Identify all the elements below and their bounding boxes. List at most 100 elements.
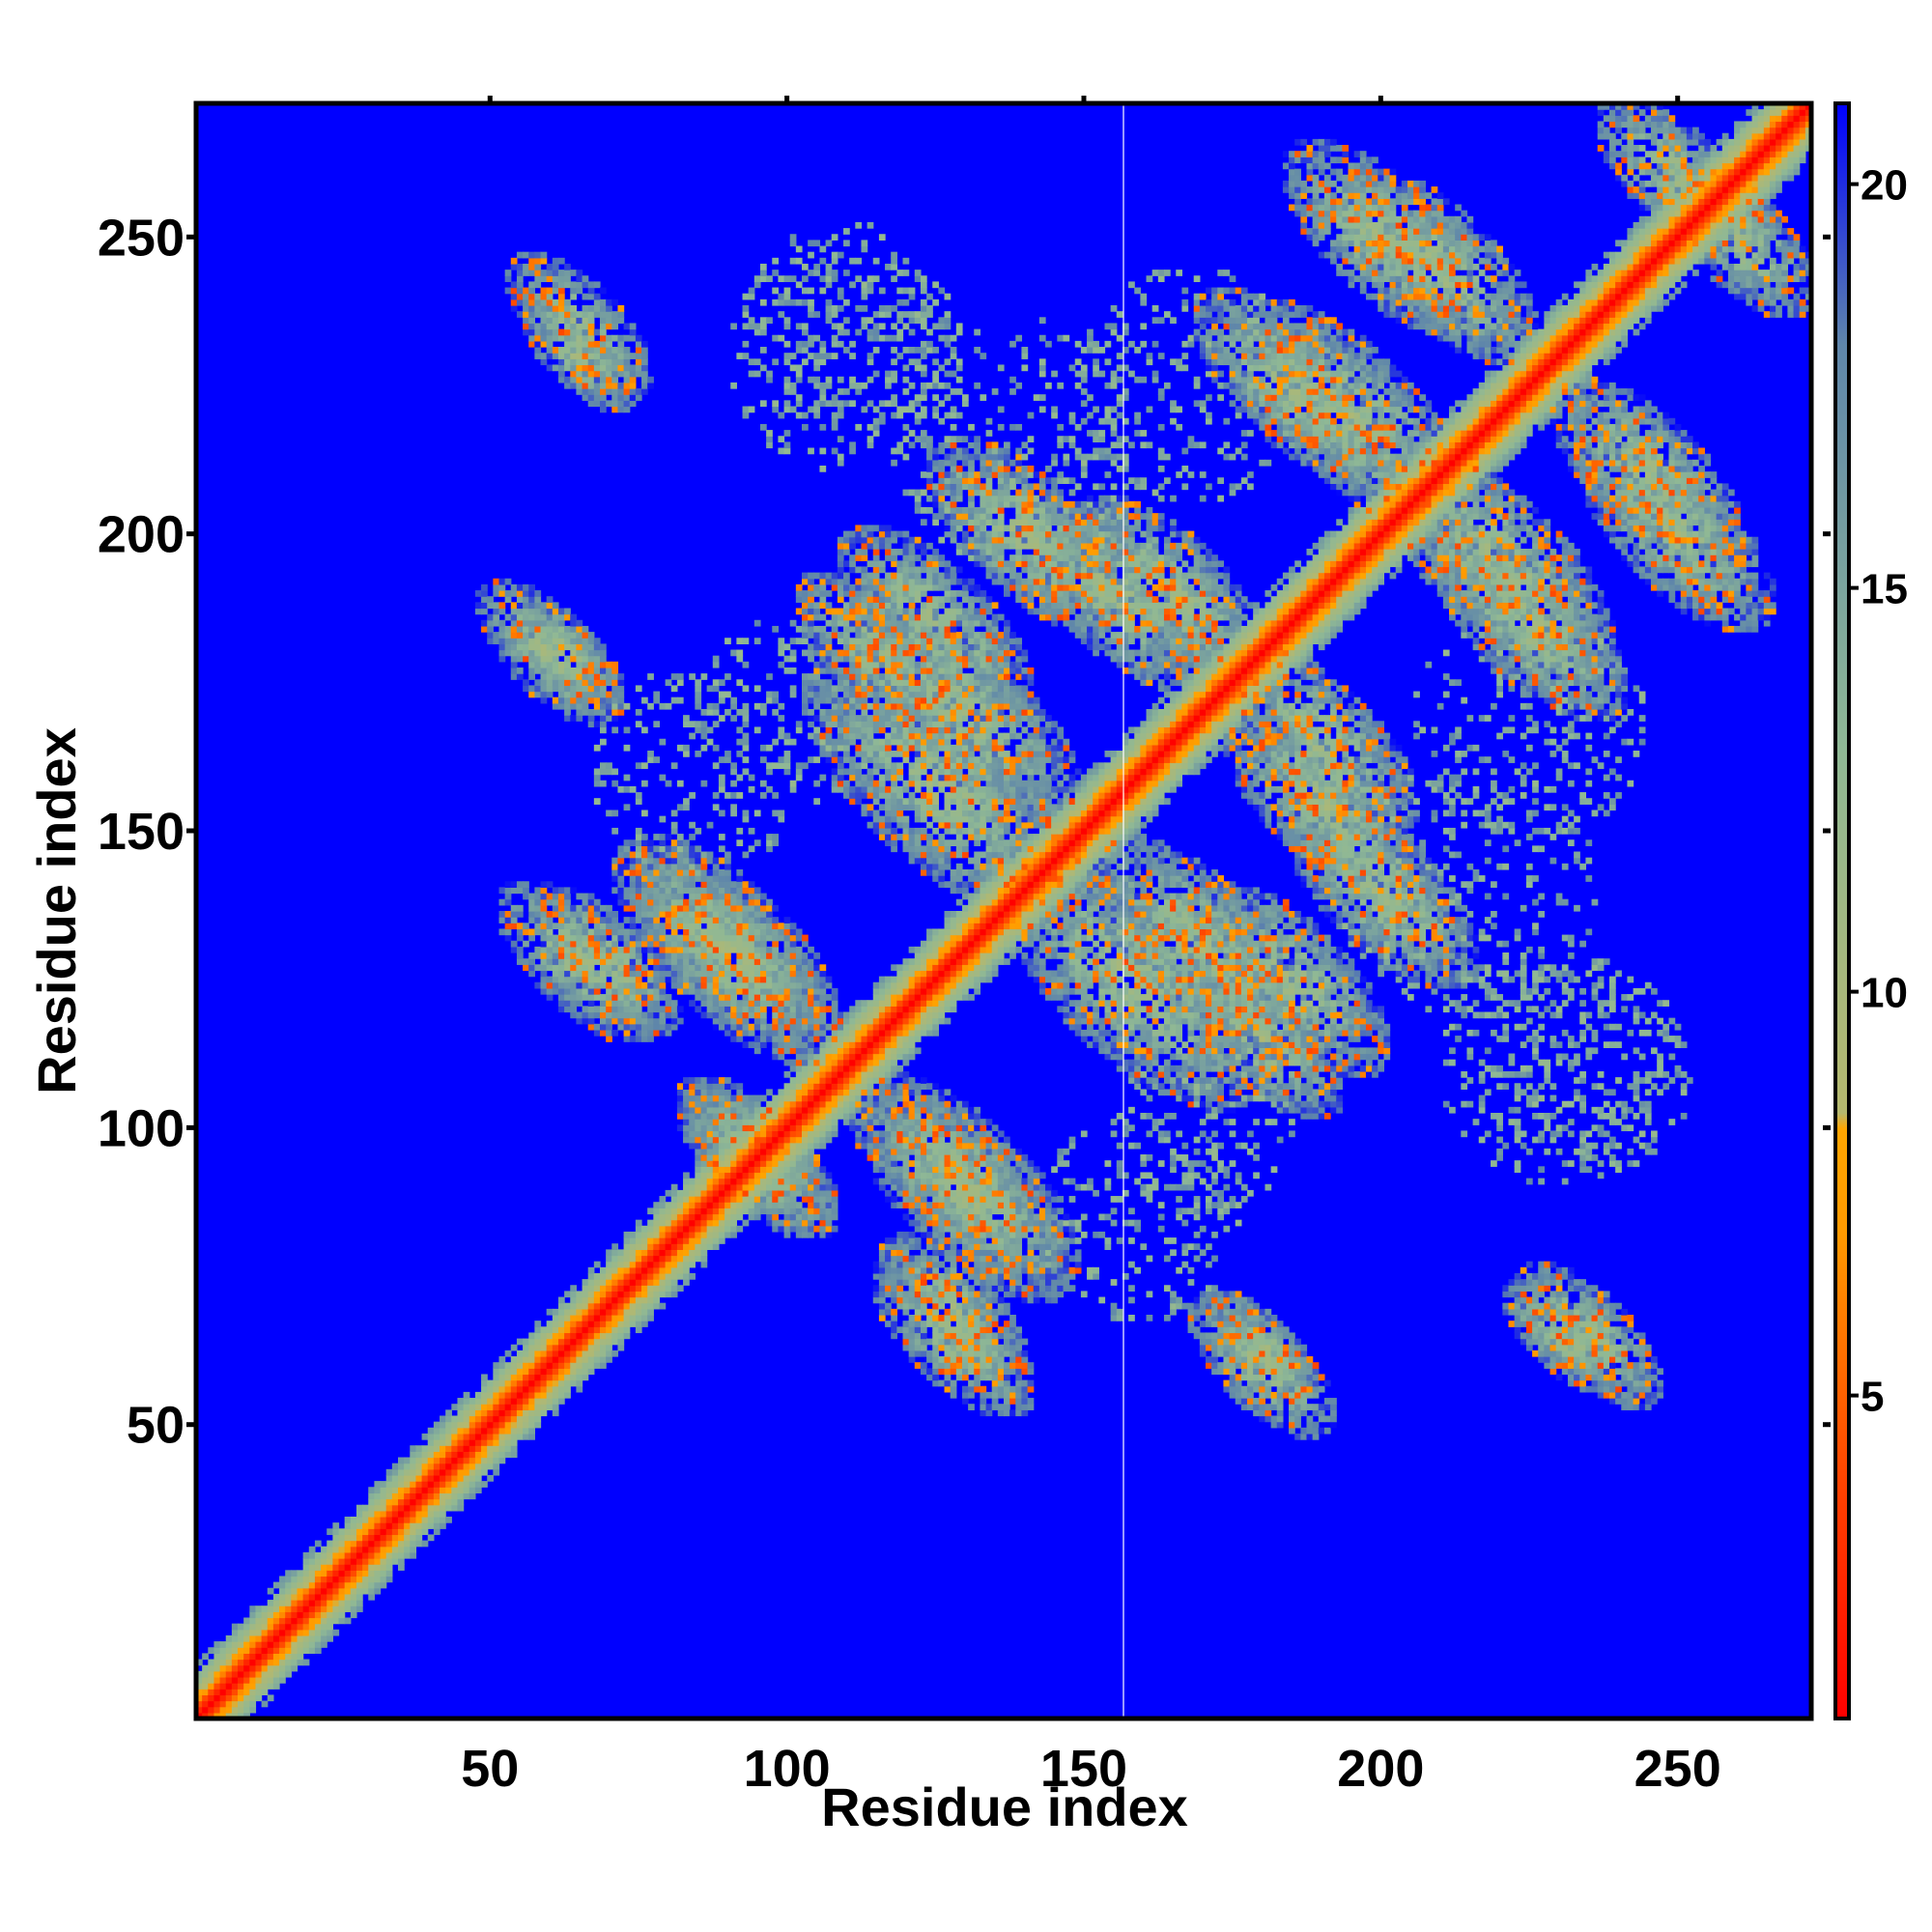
heatmap-cell xyxy=(743,964,750,971)
heatmap-cell xyxy=(517,643,524,650)
heatmap-cell xyxy=(368,1534,375,1541)
heatmap-cell xyxy=(517,299,524,306)
heatmap-cell xyxy=(298,1611,304,1618)
heatmap-cell xyxy=(778,335,784,342)
heatmap-cell xyxy=(553,1345,559,1351)
heatmap-cell xyxy=(826,240,833,246)
heatmap-cell xyxy=(843,240,850,246)
heatmap-cell xyxy=(843,584,850,591)
heatmap-cell xyxy=(671,869,678,876)
heatmap-cell xyxy=(832,1107,838,1114)
heatmap-cell xyxy=(617,1012,624,1019)
heatmap-cell xyxy=(582,692,589,698)
heatmap-cell xyxy=(772,1190,779,1197)
heatmap-cell xyxy=(617,1256,624,1263)
heatmap-cell xyxy=(808,1012,814,1019)
heatmap-cell xyxy=(588,1356,595,1363)
heatmap-cell xyxy=(611,768,618,775)
heatmap-cell xyxy=(790,299,797,306)
heatmap-cell xyxy=(445,1517,452,1523)
heatmap-cell xyxy=(659,1262,666,1268)
heatmap-cell xyxy=(707,685,714,692)
heatmap-cell xyxy=(499,650,506,657)
heatmap-cell xyxy=(499,643,506,650)
heatmap-cell xyxy=(564,347,571,354)
heatmap-cell xyxy=(760,745,767,752)
heatmap-cell xyxy=(415,1499,422,1506)
heatmap-cell xyxy=(647,958,654,965)
heatmap-cell xyxy=(517,1434,524,1440)
heatmap-cell xyxy=(641,1262,648,1268)
heatmap-cell xyxy=(517,1368,524,1375)
heatmap-cell xyxy=(505,288,512,295)
heatmap-cell xyxy=(636,1012,642,1019)
heatmap-cell xyxy=(808,1220,814,1227)
heatmap-cell xyxy=(736,1089,743,1095)
heatmap-cell xyxy=(808,679,814,686)
heatmap-cell xyxy=(861,549,867,555)
heatmap-cell xyxy=(410,1458,416,1464)
heatmap-cell xyxy=(653,911,660,918)
heatmap-cell xyxy=(689,1273,696,1280)
heatmap-cell xyxy=(541,650,548,657)
heatmap-cell xyxy=(600,947,607,953)
heatmap-cell xyxy=(517,294,524,300)
heatmap-cell xyxy=(838,566,844,573)
heatmap-cell xyxy=(576,952,582,959)
heatmap-cell xyxy=(415,1522,422,1529)
heatmap-cell xyxy=(528,288,535,295)
heatmap-cell xyxy=(309,1630,316,1636)
heatmap-cell xyxy=(641,858,648,865)
heatmap-cell xyxy=(659,1267,666,1274)
heatmap-cell xyxy=(517,1386,524,1393)
heatmap-cell xyxy=(553,977,559,983)
heatmap-cell xyxy=(736,1137,743,1144)
heatmap-cell xyxy=(796,1089,803,1095)
heatmap-cell xyxy=(523,928,529,935)
heatmap-cell xyxy=(743,685,750,692)
heatmap-cell xyxy=(594,1315,601,1321)
heatmap-cell xyxy=(724,756,731,763)
heatmap-cell xyxy=(611,715,618,722)
heatmap-cell xyxy=(541,911,548,918)
heatmap-cell xyxy=(760,928,767,935)
heatmap-cell xyxy=(749,917,755,923)
heatmap-cell xyxy=(528,1362,535,1369)
heatmap-cell xyxy=(558,887,565,894)
heatmap-cell xyxy=(790,692,797,698)
heatmap-cell xyxy=(534,947,541,953)
heatmap-cell xyxy=(855,602,862,609)
heatmap-cell xyxy=(784,1024,791,1031)
heatmap-cell xyxy=(392,1469,399,1476)
heatmap-cell xyxy=(730,1184,737,1191)
heatmap-cell xyxy=(528,311,535,318)
heatmap-cell xyxy=(778,703,784,710)
heatmap-cell xyxy=(849,1089,856,1095)
heatmap-cell xyxy=(826,1214,833,1221)
heatmap-cell xyxy=(262,1611,269,1618)
heatmap-cell xyxy=(351,1534,357,1541)
heatmap-cell xyxy=(855,620,862,627)
heatmap-cell xyxy=(695,1184,701,1191)
heatmap-cell xyxy=(772,1054,779,1061)
heatmap-cell xyxy=(713,928,720,935)
heatmap-cell xyxy=(832,1047,838,1054)
heatmap-cell xyxy=(867,786,874,793)
heatmap-cell xyxy=(736,1130,743,1137)
heatmap-cell xyxy=(611,1273,618,1280)
heatmap-cell xyxy=(760,1154,767,1161)
heatmap-cell xyxy=(611,1297,618,1304)
heatmap-cell xyxy=(707,1226,714,1233)
heatmap-cell xyxy=(778,928,784,935)
heatmap-cell xyxy=(778,299,784,306)
heatmap-cell xyxy=(291,1605,298,1612)
heatmap-cell xyxy=(671,894,678,900)
heatmap-cell xyxy=(641,726,648,733)
heatmap-cell xyxy=(641,1000,648,1007)
heatmap-cell xyxy=(819,964,826,971)
heatmap-cell xyxy=(606,1297,612,1304)
heatmap-cell xyxy=(772,941,779,948)
heatmap-cell xyxy=(760,275,767,282)
heatmap-cell xyxy=(713,1214,720,1221)
heatmap-cell xyxy=(558,958,565,965)
